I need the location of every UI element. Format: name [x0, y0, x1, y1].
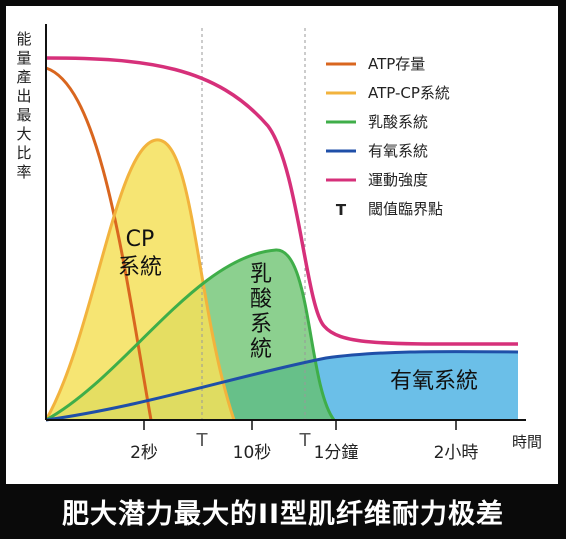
threshold-label-2: T [299, 430, 312, 451]
aerobic-line [45, 350, 519, 422]
legend-label: 運動強度 [368, 171, 428, 189]
x-tick-label: 1分鐘 [314, 443, 359, 463]
y-axis-label-char: 率 [16, 163, 31, 181]
legend-threshold-marker: T [336, 201, 347, 219]
y-axis-label-char: 比 [16, 144, 31, 162]
lactic-label-2: 酸 [250, 287, 272, 312]
chart-frame: 能量產出最大比率 時間 2秒 10秒 1分鐘 2小時 T T CP 系統 乳 酸 系 … [6, 6, 558, 484]
x-ticks: 2秒 10秒 1分鐘 2小時 [130, 420, 478, 463]
threshold-label-1: T [196, 430, 209, 451]
y-axis-label-char: 最 [16, 106, 31, 124]
aerobic-area-label: 有氧系統 [390, 369, 478, 394]
x-tick-label: 2小時 [434, 443, 479, 463]
y-axis-label-char: 產 [16, 68, 31, 86]
intensity-line [45, 56, 519, 346]
legend-label: 乳酸系統 [368, 113, 428, 131]
y-axis-label-char: 出 [16, 87, 31, 105]
lactic-label-4: 統 [250, 337, 272, 362]
y-axis-label-char: 能 [16, 30, 31, 48]
legend-label: 有氧系統 [368, 142, 428, 160]
lactic-line [45, 248, 336, 422]
legend-label: ATP-CP系統 [368, 84, 450, 102]
legend-label: ATP存量 [368, 55, 425, 73]
cp-area-label-2: 系統 [118, 255, 162, 280]
x-tick-label: 2秒 [130, 443, 158, 463]
cp-area [46, 139, 234, 421]
atp-cp-line [44, 138, 236, 421]
x-tick-label: 10秒 [233, 443, 272, 463]
y-axis-label-char: 大 [16, 125, 31, 143]
lactic-label-1: 乳 [250, 262, 272, 287]
cp-area-label-1: CP [126, 227, 155, 252]
y-axis-label-char: 量 [16, 49, 31, 67]
atp-store-line [45, 66, 153, 421]
caption: 肥大潜力最大的II型肌纤维耐力极差 [61, 498, 505, 530]
x-axis-label: 時間 [512, 433, 542, 451]
lactic-label-3: 系 [250, 312, 272, 337]
legend-threshold-label: 閾值臨界點 [368, 200, 443, 218]
